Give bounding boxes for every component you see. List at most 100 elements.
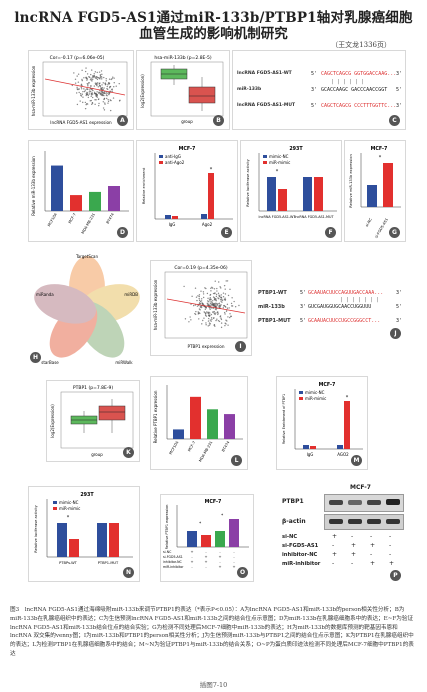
scatter-point xyxy=(109,109,112,112)
panel-l-bar-chart: Relative PTBP1 expression MCF10A MCF-7 MDA… xyxy=(150,376,248,470)
scatter-point xyxy=(91,101,94,104)
scatter-point xyxy=(91,96,94,99)
scatter-point xyxy=(198,297,200,300)
panel-b-stat: hsa-miR-133b (p=2.8E-5) xyxy=(154,55,212,61)
scatter-point xyxy=(220,317,222,319)
scatter-point xyxy=(86,102,88,105)
scatter-point xyxy=(73,72,75,74)
scatter-point xyxy=(83,90,86,93)
panel-m-title: MCF-7 xyxy=(319,382,336,388)
scatter-point xyxy=(87,85,89,87)
scatter-point xyxy=(215,319,217,322)
panel-j-row2-name: miR-133b xyxy=(258,304,285,310)
scatter-point xyxy=(210,303,212,305)
scatter-point xyxy=(77,73,80,75)
scatter-point xyxy=(87,88,89,91)
bar xyxy=(70,195,82,211)
panel-c-row2-p3: 5' xyxy=(396,87,403,93)
bar xyxy=(207,409,218,439)
panel-e-title: MCF-7 xyxy=(179,146,196,152)
scatter-point xyxy=(209,294,211,296)
panel-j-row2-seq: GUCGAUGGUGCAACCUGGUUU xyxy=(308,304,372,310)
scatter-point xyxy=(112,76,114,78)
scatter-point xyxy=(210,320,212,322)
scatter-point xyxy=(112,97,115,99)
scatter-point xyxy=(188,321,190,323)
panel-l-letter: L xyxy=(231,455,242,466)
scatter-point xyxy=(104,102,106,104)
scatter-point xyxy=(220,322,223,324)
panel-m-letter: M xyxy=(351,455,362,466)
scatter-point xyxy=(101,86,103,89)
scatter-point xyxy=(90,95,92,98)
panel-k-boxplot: PTBP1 (p=7.8E-9) group log2(Expression) … xyxy=(46,380,140,462)
scatter-point xyxy=(102,107,105,109)
panel-n-plot: 293T mimic-NC miR-mimic * PTBPs-WT PTBP1… xyxy=(34,492,133,565)
scatter-point xyxy=(208,299,211,301)
scatter-point xyxy=(77,88,79,90)
scatter-point xyxy=(94,71,97,73)
panel-d-letter: D xyxy=(117,227,128,238)
scatter-point xyxy=(81,79,83,82)
venn-label-3: miRWalk xyxy=(115,360,133,365)
scatter-point xyxy=(227,324,229,326)
bar xyxy=(108,186,120,211)
panel-k-box-tumor xyxy=(98,405,126,421)
scatter-point xyxy=(203,317,205,319)
scatter-point xyxy=(207,320,210,322)
panel-p-cond-1: si-NC xyxy=(282,534,298,540)
scatter-point xyxy=(113,77,115,79)
panel-a-ylabel: hsa-miR-133b expression xyxy=(31,65,36,116)
scatter-point xyxy=(215,295,218,298)
panel-o-ylabel: Relative PTBP1 expression xyxy=(165,505,169,550)
scatter-point xyxy=(223,305,225,307)
panel-l-plot: Relative PTBP1 expression MCF10A MCF-7 MDA… xyxy=(153,385,243,463)
scatter-point xyxy=(226,307,229,309)
scatter-point xyxy=(76,103,79,106)
panel-d-ylabel: Relative miR-133b expression xyxy=(31,156,36,216)
panel-e-plot: MCF-7 anti-IgG anti-Ago2 * IgG Ago2 Rela… xyxy=(142,146,233,227)
scatter-point xyxy=(230,302,233,305)
scatter-point xyxy=(81,78,83,81)
panel-j-row1-seq: GCAAUACUUCCAGUUGACCAAA... xyxy=(308,290,384,296)
panel-n-legend-1: mimic-NC xyxy=(59,500,79,505)
panel-h-letter: H xyxy=(30,352,41,363)
scatter-point xyxy=(200,298,203,300)
scatter-point xyxy=(113,86,115,88)
panel-i-xlabel: PTBP1 expression xyxy=(187,344,224,349)
condition-mark: - xyxy=(332,542,335,549)
scatter-point xyxy=(200,300,203,302)
panel-j-pairing: | | | | | | | xyxy=(340,297,380,303)
scatter-point xyxy=(216,305,218,307)
panel-e-cat-2: Ago2 xyxy=(202,222,213,227)
panel-g-plot: MCF-7 * si-NC si-FGD5-AS1 Relative miR-1… xyxy=(349,146,401,239)
scatter-point xyxy=(96,91,98,93)
scatter-point xyxy=(214,297,216,300)
panel-g-title: MCF-7 xyxy=(371,146,388,152)
scatter-point xyxy=(229,316,231,319)
scatter-point xyxy=(101,76,103,78)
scatter-point xyxy=(89,78,92,81)
scatter-point xyxy=(218,298,220,300)
scatter-point xyxy=(94,92,96,95)
scatter-point xyxy=(82,101,84,104)
scatter-point xyxy=(206,292,209,295)
condition-mark: - xyxy=(191,565,193,569)
panel-e-rip-chart: MCF-7 anti-IgG anti-Ago2 * IgG Ago2 Rela… xyxy=(136,140,238,242)
svg-text:*: * xyxy=(210,167,213,173)
scatter-point xyxy=(214,280,216,282)
panel-o-letter: O xyxy=(237,567,248,578)
condition-mark: + xyxy=(370,560,376,567)
scatter-point xyxy=(93,75,96,77)
scatter-point xyxy=(96,96,99,98)
panel-m-ylabel: Relative Enrichment of PTBP1 xyxy=(282,394,286,444)
scatter-point xyxy=(89,89,91,91)
condition-mark: + xyxy=(332,551,338,558)
scatter-point xyxy=(84,70,87,73)
scatter-point xyxy=(100,70,103,72)
scatter-point xyxy=(76,75,78,77)
scatter-point xyxy=(202,296,205,299)
scatter-point xyxy=(94,99,96,101)
scatter-point xyxy=(202,302,204,305)
bar xyxy=(190,396,201,439)
